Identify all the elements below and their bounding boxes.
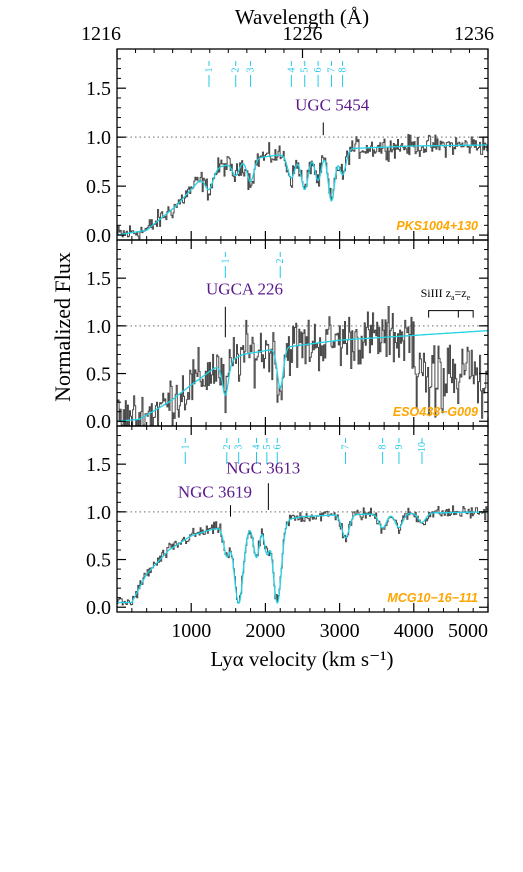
x-tick-label: 4000 — [394, 620, 434, 642]
line-id-label: 6 — [313, 68, 324, 73]
line-id-label: 10 — [417, 442, 428, 452]
y-axis-label: Normalized Flux — [50, 252, 75, 402]
line-id-label: 9 — [394, 445, 405, 450]
annotation-subscript: a — [451, 293, 455, 302]
y-tick-label: 1.5 — [86, 268, 111, 290]
y-tick-label: 1.0 — [86, 316, 111, 338]
top-axis-label: Wavelength (Å) — [235, 5, 369, 29]
y-tick-label: 0.5 — [86, 176, 111, 198]
observed-flux-histogram — [117, 306, 488, 426]
line-id-label: 6 — [272, 445, 283, 450]
spectrum-panel-1: 0.0 0.5 1.0 1.5 1 2 3 4 5 6 7 8 UGC 5454 PKS1004+130 — [86, 48, 489, 247]
sightline-name-label: ESO438−G009 — [393, 405, 478, 419]
siIII-bracket — [428, 310, 474, 318]
line-id-label: 2 — [275, 259, 286, 264]
line-id-label: 2 — [222, 445, 233, 450]
line-id-label: 4 — [286, 68, 297, 73]
sightline-name-label: MCG10−16−111 — [387, 591, 478, 605]
line-id-label: 7 — [341, 445, 352, 450]
x-tick-label: 3000 — [320, 620, 360, 642]
annotation-text: =z — [455, 286, 467, 300]
y-tick-label: 0.5 — [86, 364, 111, 386]
annotation-subscript: e — [467, 293, 471, 302]
line-id-label: 5 — [300, 68, 311, 73]
annotation-text: SiIII z — [421, 286, 451, 300]
x-tick-label: 2000 — [245, 620, 285, 642]
y-tick-label: 0.0 — [86, 225, 111, 247]
x-tick-label: 5000 — [448, 620, 488, 642]
line-id-label: 3 — [246, 68, 257, 73]
line-id-label: 2 — [231, 68, 242, 73]
voigt-model-curve — [117, 144, 488, 236]
siIII-annotation: SiIII za=ze — [421, 286, 471, 302]
line-id-label: 1 — [220, 259, 231, 264]
spectrum-panel-3: 0.0 0.5 1.0 1.5 1 2 3 4 5 6 7 8 9 10 NGC 3619 NGC 3613 M… — [86, 425, 489, 619]
x-axis-label: Lyα velocity (km s⁻¹) — [211, 647, 394, 671]
wavelength-tick-label: 1216 — [81, 23, 121, 45]
line-id-label: 3 — [234, 445, 245, 450]
wavelength-tick-label: 1226 — [283, 23, 323, 45]
wavelength-tick-label: 1236 — [454, 23, 494, 45]
galaxy-name-label: UGC 5454 — [295, 96, 370, 115]
line-id-label: 7 — [326, 68, 337, 73]
voigt-model-curve — [117, 329, 488, 422]
y-tick-label: 0.0 — [86, 411, 111, 433]
y-tick-label: 0.5 — [86, 550, 111, 572]
panel-frame — [116, 425, 489, 613]
spectrum-panel-2: 0.0 0.5 1.0 1.5 1 2 UGCA 226 SiIII za=ze ESO438−… — [86, 239, 489, 433]
y-tick-label: 1.5 — [86, 78, 111, 100]
line-id-label: 8 — [378, 445, 389, 450]
galaxy-name-label: UGCA 226 — [206, 279, 283, 298]
y-tick-label: 0.0 — [86, 597, 111, 619]
galaxy-name-label: NGC 3613 — [226, 459, 300, 478]
x-tick-label: 1000 — [171, 620, 211, 642]
y-tick-label: 1.0 — [86, 127, 111, 149]
line-id-label: 1 — [204, 68, 215, 73]
line-id-label: 4 — [251, 445, 262, 450]
galaxy-name-label: NGC 3619 — [178, 483, 252, 502]
y-tick-label: 1.0 — [86, 502, 111, 524]
voigt-model-curve — [117, 511, 488, 605]
y-tick-label: 1.5 — [86, 454, 111, 476]
line-id-label: 1 — [180, 445, 191, 450]
line-id-label: 5 — [262, 445, 273, 450]
sightline-name-label: PKS1004+130 — [396, 219, 478, 233]
line-id-label: 8 — [338, 68, 349, 73]
